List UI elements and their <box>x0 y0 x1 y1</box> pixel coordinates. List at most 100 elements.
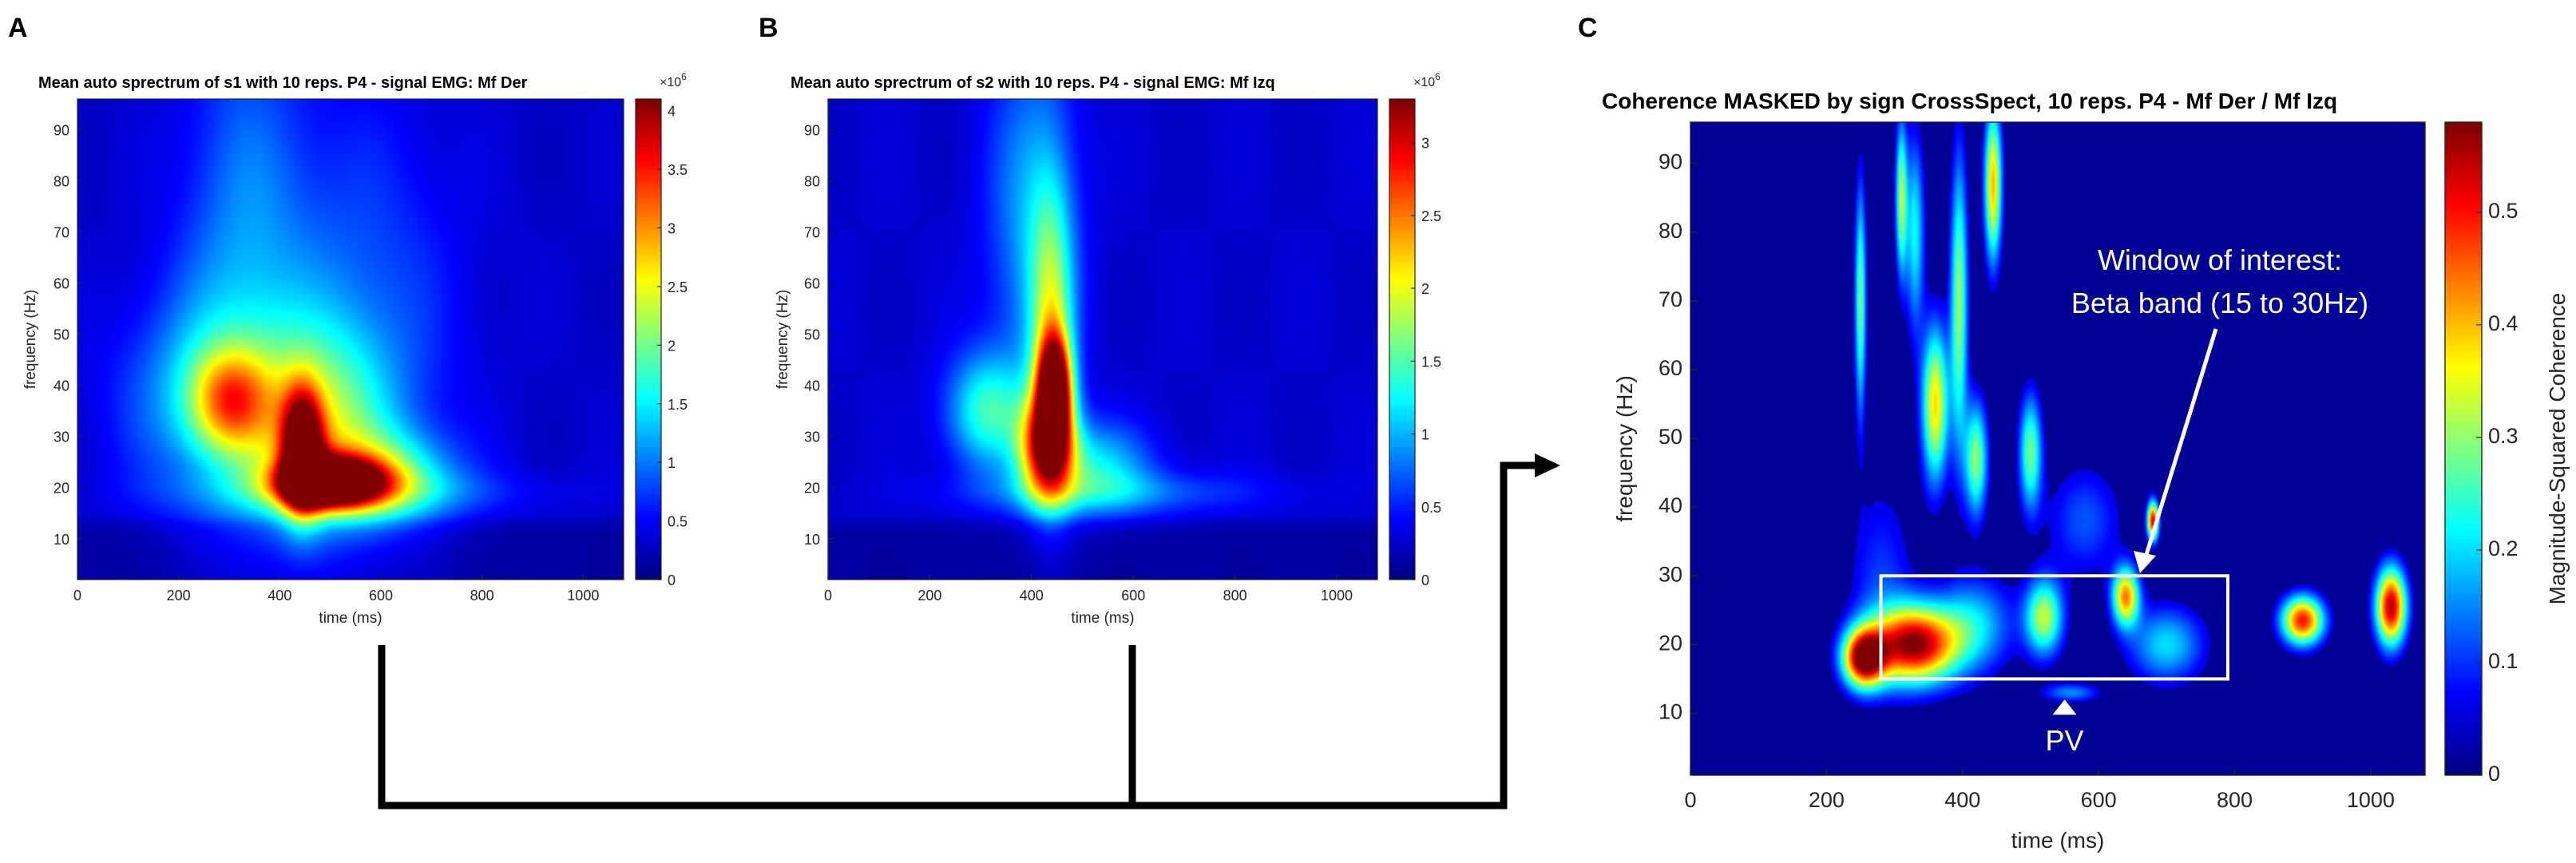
y-tick-label: 70 <box>804 225 820 241</box>
window-of-interest-label-line1: Window of interest: <box>2098 243 2342 276</box>
colorbar-tick-label: 0.5 <box>2488 199 2519 223</box>
panel-a-axes-frame <box>77 98 624 580</box>
x-tick-label: 1000 <box>1321 588 1353 604</box>
x-tick-label: 0 <box>824 588 832 604</box>
x-tick-label: 800 <box>2217 788 2253 812</box>
panel-c-colorbar <box>2445 122 2482 775</box>
pv-label: PV <box>2046 724 2084 757</box>
x-tick-label: 600 <box>369 588 393 604</box>
panel-b-colorbar-frame <box>1389 98 1416 580</box>
colorbar-tick-label: 0 <box>2488 762 2500 786</box>
y-tick-label: 80 <box>54 173 69 189</box>
panel-c-heatmap <box>1690 122 2425 775</box>
y-tick-label: 60 <box>54 276 69 292</box>
colorbar-tick-label: 1.5 <box>668 397 688 413</box>
panel-a-colorbar <box>636 99 661 580</box>
panel-letter-b: B <box>759 13 779 43</box>
y-tick-label: 40 <box>54 378 69 394</box>
panel-a-xlabel: time (ms) <box>319 610 382 627</box>
y-tick-label: 60 <box>804 276 820 292</box>
x-tick-label: 200 <box>917 588 941 604</box>
panel-b-title: Mean auto sprectrum of s2 with 10 reps. … <box>791 74 1275 92</box>
y-tick-label: 40 <box>1659 493 1682 517</box>
panel-c-colorbar-frame <box>2444 121 2483 776</box>
y-tick-label: 30 <box>54 430 69 445</box>
x-tick-label: 600 <box>2081 788 2117 812</box>
colorbar-tick-label: 3 <box>668 221 676 237</box>
window-of-interest-arrowhead-icon <box>2134 551 2156 573</box>
colorbar-tick-label: 2 <box>668 338 676 354</box>
panel-b-xlabel: time (ms) <box>1071 610 1134 627</box>
x-tick-label: 400 <box>1944 788 1980 812</box>
panel-b-axes-frame <box>827 98 1378 580</box>
window-of-interest-arrow-line <box>2143 328 2218 558</box>
y-tick-label: 70 <box>54 225 69 241</box>
colorbar-tick-label: 3 <box>1421 136 1429 152</box>
y-tick-label: 20 <box>1659 631 1682 655</box>
y-tick-label: 90 <box>54 122 69 138</box>
panel-letter-c: C <box>1578 13 1598 43</box>
y-tick-label: 90 <box>804 122 820 138</box>
colorbar-tick-label: 3.5 <box>668 162 688 178</box>
panel-a-colorbar-frame <box>635 98 662 580</box>
panel-a-colorbar-multiplier: ×106 <box>660 71 687 89</box>
x-tick-label: 0 <box>73 588 81 604</box>
panel-a-colorbar-ticks: 0 0.5 1 1.5 2 2.5 3 3.5 4 <box>657 104 688 588</box>
colorbar-tick-label: 0.1 <box>2488 649 2519 673</box>
x-tick-label: 1000 <box>567 588 599 604</box>
y-tick-label: 60 <box>1659 356 1682 380</box>
panel-a-ylabel: frequency (Hz) <box>22 290 39 390</box>
y-tick-label: 80 <box>1659 219 1682 243</box>
y-tick-label: 40 <box>804 378 820 394</box>
y-tick-label: 20 <box>804 481 820 497</box>
x-tick-label: 1000 <box>2347 788 2395 812</box>
y-tick-label: 50 <box>54 327 69 343</box>
panel-b-colorbar-multiplier: ×106 <box>1413 71 1441 89</box>
colorbar-tick-label: 1 <box>668 455 676 471</box>
y-tick-label: 10 <box>804 532 820 548</box>
colorbar-tick-label: 0.3 <box>2488 424 2519 448</box>
x-tick-label: 0 <box>1684 788 1696 812</box>
x-tick-label: 600 <box>1121 588 1145 604</box>
colorbar-tick-label: 2.5 <box>1421 208 1441 224</box>
x-tick-label: 800 <box>470 588 494 604</box>
panel-b-ylabel: frequency (Hz) <box>775 290 791 390</box>
colorbar-tick-label: 0 <box>1421 572 1429 588</box>
y-tick-label: 30 <box>1659 562 1682 586</box>
panel-b-axes: 0 200 400 600 800 1000 10 20 30 40 50 60 70 80 90 <box>804 122 1353 604</box>
x-tick-label: 400 <box>268 588 291 604</box>
colorbar-tick-label: 0.2 <box>2488 536 2519 560</box>
connector-line-a-to-c <box>378 461 1540 810</box>
window-of-interest-label-line2: Beta band (15 to 30Hz) <box>2071 287 2368 319</box>
panel-c-ylabel: frequency (Hz) <box>1612 375 1637 522</box>
panel-a-axes: 0 200 400 600 800 1000 10 20 30 40 50 60 70 80 90 <box>54 122 599 604</box>
y-tick-label: 80 <box>804 173 820 189</box>
panel-c-title: Coherence MASKED by sign CrossSpect, 10 … <box>1602 89 2337 113</box>
colorbar-tick-label: 2 <box>1421 281 1429 297</box>
colorbar-tick-label: 1 <box>1421 427 1429 443</box>
y-tick-label: 10 <box>1659 700 1682 724</box>
colorbar-tick-label: 0.4 <box>2488 311 2519 335</box>
connector-arrowhead-icon <box>1535 453 1560 477</box>
panel-letter-a: A <box>8 13 28 43</box>
y-tick-label: 10 <box>54 532 69 548</box>
colorbar-tick-label: 2.5 <box>668 279 688 295</box>
panel-b-colorbar-ticks: 0 0.5 1 1.5 2 2.5 3 <box>1411 136 1441 588</box>
panel-b-colorbar <box>1389 99 1415 580</box>
y-tick-label: 30 <box>804 430 820 445</box>
panel-c-xlabel: time (ms) <box>2011 828 2105 853</box>
panel-c-colorbar-ticks: 0 0.1 0.2 0.3 0.4 0.5 <box>2476 199 2519 786</box>
x-tick-label: 400 <box>1020 588 1044 604</box>
panel-c-axes-frame <box>1690 121 2426 776</box>
y-tick-label: 50 <box>804 327 820 343</box>
panel-b-heatmap <box>828 99 1377 580</box>
colorbar-tick-label: 1.5 <box>1421 354 1441 370</box>
x-tick-label: 800 <box>1223 588 1247 604</box>
y-tick-label: 50 <box>1659 425 1682 449</box>
window-of-interest-box <box>1879 574 2229 681</box>
panel-a-heatmap <box>77 99 624 580</box>
colorbar-tick-label: 0.5 <box>1421 500 1441 516</box>
pv-marker-triangle-icon <box>2052 699 2077 715</box>
x-tick-label: 200 <box>1809 788 1845 812</box>
panel-c-axes: 0 200 400 600 800 1000 10 20 30 40 50 60 70 80 90 <box>1659 150 2395 812</box>
